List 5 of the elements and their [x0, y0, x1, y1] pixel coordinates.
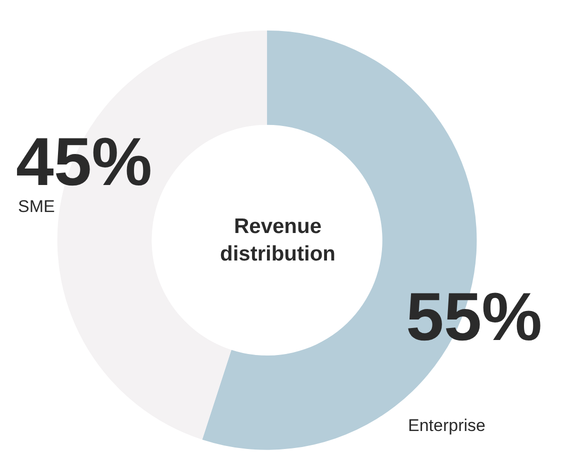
slice-label: SME: [18, 197, 55, 216]
text: Revenue distribution: [220, 215, 336, 266]
data-label: 45%: [16, 124, 152, 200]
slice-label: Enterprise: [408, 416, 486, 435]
data-label: 55%: [406, 279, 542, 355]
